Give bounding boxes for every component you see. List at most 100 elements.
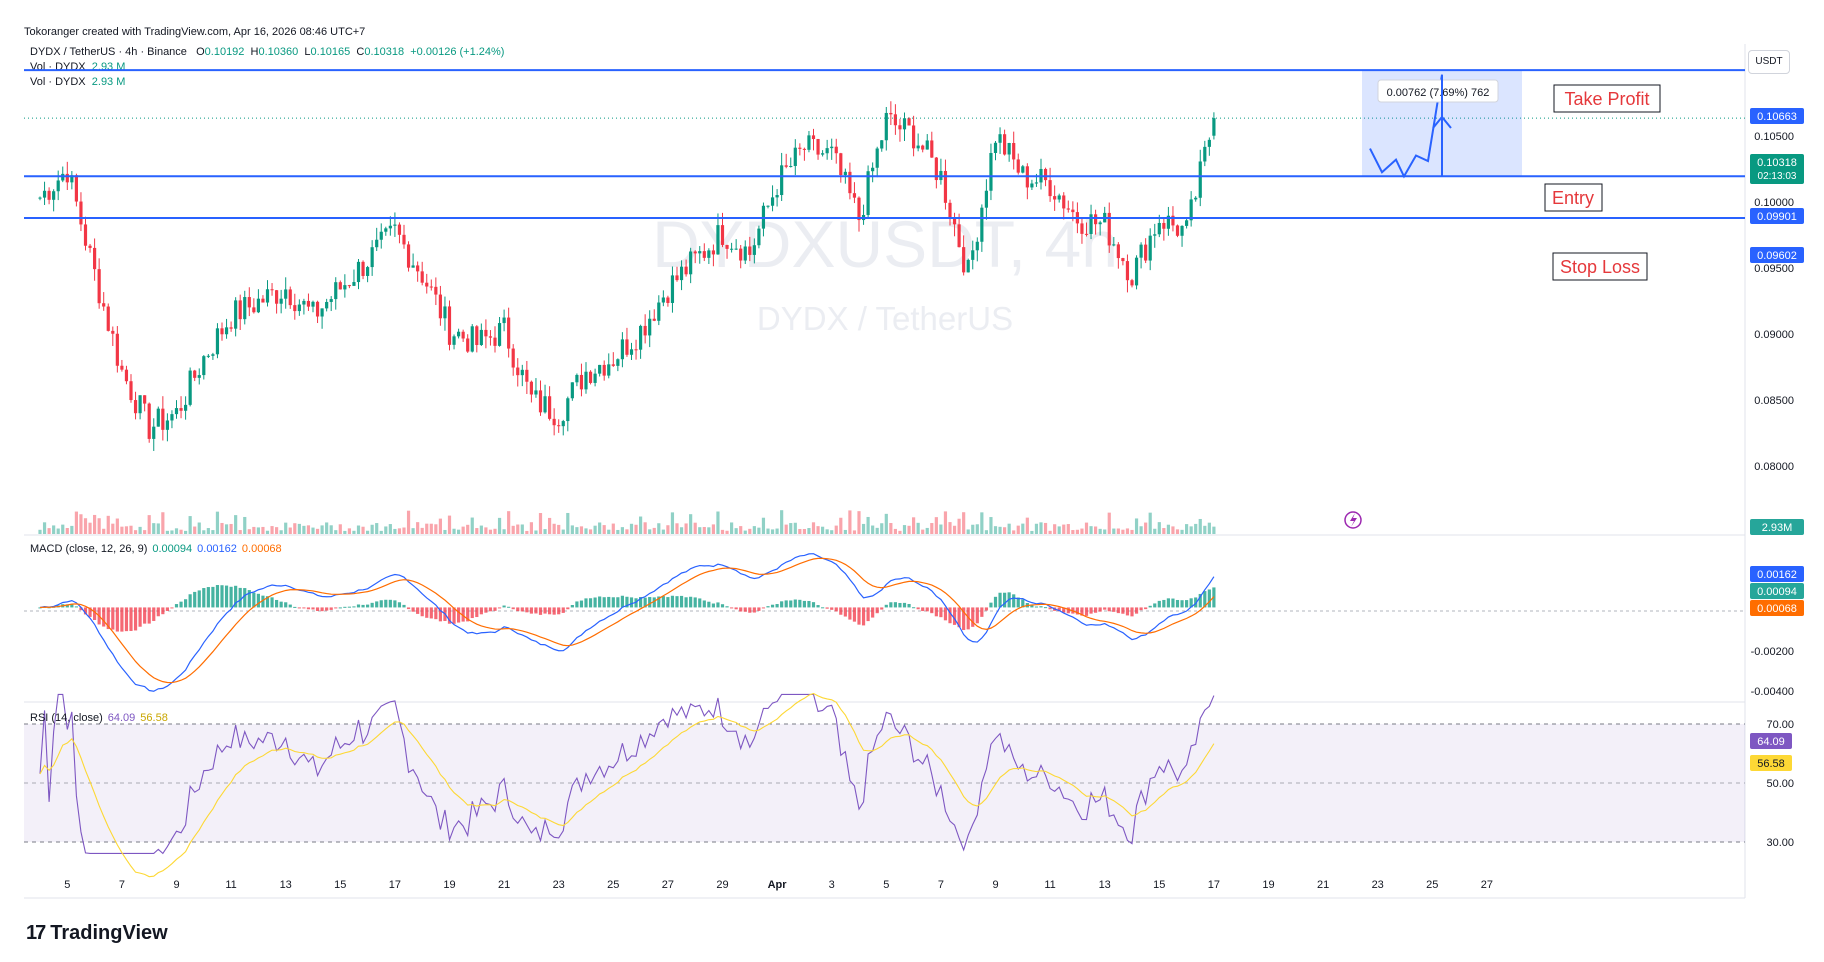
- candle-body: [120, 365, 124, 370]
- macd-hist-bar: [1034, 606, 1039, 608]
- volume-bar: [634, 524, 638, 534]
- volume-bar: [261, 526, 265, 534]
- symbol-name: DYDX / TetherUS · 4h · Binance: [30, 46, 187, 58]
- symbol-legend[interactable]: DYDX / TetherUS · 4h · Binance O0.10192 …: [30, 46, 505, 58]
- macd-signal-line: [39, 557, 1215, 684]
- macd-legend[interactable]: MACD (close, 12, 26, 9) 0.00094 0.00162 0.0…: [30, 543, 282, 555]
- candle-body: [907, 118, 911, 126]
- macd-hist-bar: [943, 607, 948, 621]
- macd-hist-bar: [816, 605, 820, 608]
- macd-hist-bar: [1157, 600, 1161, 608]
- volume-bar: [943, 511, 948, 534]
- macd-hist-bar: [1066, 607, 1070, 614]
- volume-bar: [484, 527, 488, 534]
- candle-body: [789, 165, 793, 167]
- candle-body: [215, 328, 220, 355]
- volume-bar: [152, 523, 156, 534]
- take-profit-label-box[interactable]: [1553, 84, 1661, 113]
- price-tick-1: 0.10500: [1754, 131, 1794, 143]
- candle-body: [1107, 212, 1111, 246]
- volume-bar: [65, 527, 69, 534]
- rsi-legend[interactable]: RSI (14, close) 64.09 56.58: [30, 712, 168, 724]
- candle-body: [493, 337, 497, 346]
- macd-hist-bar: [370, 602, 374, 608]
- volume-bar: [607, 529, 611, 534]
- macd-hist-bar: [520, 607, 524, 612]
- volume-bar: [857, 511, 861, 534]
- stop-loss-label-box[interactable]: [1552, 252, 1648, 281]
- volume-bar: [934, 517, 938, 534]
- volume-bar: [88, 522, 92, 534]
- volume-bar: [1162, 528, 1166, 534]
- macd-hist-bar: [302, 607, 306, 609]
- macd-hist-bar: [657, 596, 661, 608]
- volume-bar: [1089, 526, 1093, 534]
- entry-label-box[interactable]: [1544, 183, 1603, 212]
- volume-bar: [966, 529, 970, 534]
- candle-body: [1144, 244, 1148, 261]
- volume-bar: [802, 528, 806, 534]
- candle-body: [252, 307, 256, 313]
- currency-unit-button[interactable]: USDT: [1748, 50, 1790, 74]
- rsi-badge: [1750, 733, 1792, 749]
- candle-body: [384, 228, 388, 232]
- volume-bar: [229, 523, 233, 534]
- volume-bar: [702, 526, 706, 534]
- macd-hist-bar: [38, 607, 42, 609]
- volume-bar: [402, 527, 406, 534]
- volume-bar: [188, 516, 192, 534]
- macd-hist-bar: [138, 607, 142, 627]
- macd-hist-bar: [975, 607, 979, 624]
- macd-hist-bar: [971, 607, 975, 627]
- volume-bar: [202, 530, 206, 534]
- volume-bar: [866, 516, 870, 534]
- volume-bar: [416, 522, 420, 534]
- macd-hist-bar: [174, 604, 179, 608]
- volume-bar: [1185, 524, 1189, 534]
- macd-hist-bar: [1162, 599, 1166, 608]
- volume-bar: [493, 528, 497, 534]
- candle-body: [520, 369, 524, 376]
- candle-body: [971, 250, 975, 260]
- candle-body: [766, 205, 770, 207]
- candle-body: [693, 251, 697, 254]
- macd-hist-bar: [466, 607, 470, 622]
- svg-text:56.58: 56.58: [1757, 758, 1785, 770]
- macd-hist-bar: [184, 599, 188, 608]
- time-axis[interactable]: 5 7 9 11 13 15 17 19 21 23 25 27 29 Apr 3 5 7 9 11 13 15 17 19…: [64, 879, 1493, 891]
- candle-body: [516, 367, 520, 376]
- time-tick: 25: [1426, 879, 1438, 891]
- candle-body: [639, 325, 643, 350]
- macd-hist-bar: [406, 607, 411, 610]
- macd-hist-bar: [989, 602, 993, 608]
- volume-bar: [925, 527, 929, 534]
- candle-body: [889, 112, 893, 115]
- volume-bar: [989, 517, 993, 534]
- macd-hist-bar: [275, 599, 279, 608]
- candle-body: [302, 300, 306, 305]
- macd-hist-bar: [616, 597, 620, 608]
- candle-body: [270, 289, 274, 291]
- candle-body: [1157, 222, 1161, 235]
- attribution-text: Tokoranger created with TradingView.com,…: [24, 26, 366, 38]
- volume-bar: [1198, 518, 1202, 534]
- candle-body: [1043, 168, 1048, 181]
- candle-body: [343, 285, 347, 290]
- volume-bar: [821, 526, 825, 534]
- macd-hist-bar: [79, 607, 83, 611]
- candle-body: [798, 147, 802, 149]
- macd-hist-bar: [907, 603, 911, 608]
- volume-bar: [616, 529, 620, 534]
- volume-bars: [38, 510, 1216, 534]
- candle-body: [443, 306, 447, 319]
- volume-legend-2[interactable]: Vol · DYDX 2.93 M: [30, 76, 126, 88]
- volume-bar: [252, 526, 256, 534]
- candle-body: [288, 289, 292, 306]
- macd-hist-bar: [379, 600, 383, 608]
- macd-hist-bar: [65, 604, 69, 608]
- candle-body: [739, 248, 743, 261]
- projection-path[interactable]: [1369, 74, 1443, 179]
- stop-loss-label: Stop Loss: [1560, 257, 1640, 277]
- volume-bar: [361, 526, 365, 534]
